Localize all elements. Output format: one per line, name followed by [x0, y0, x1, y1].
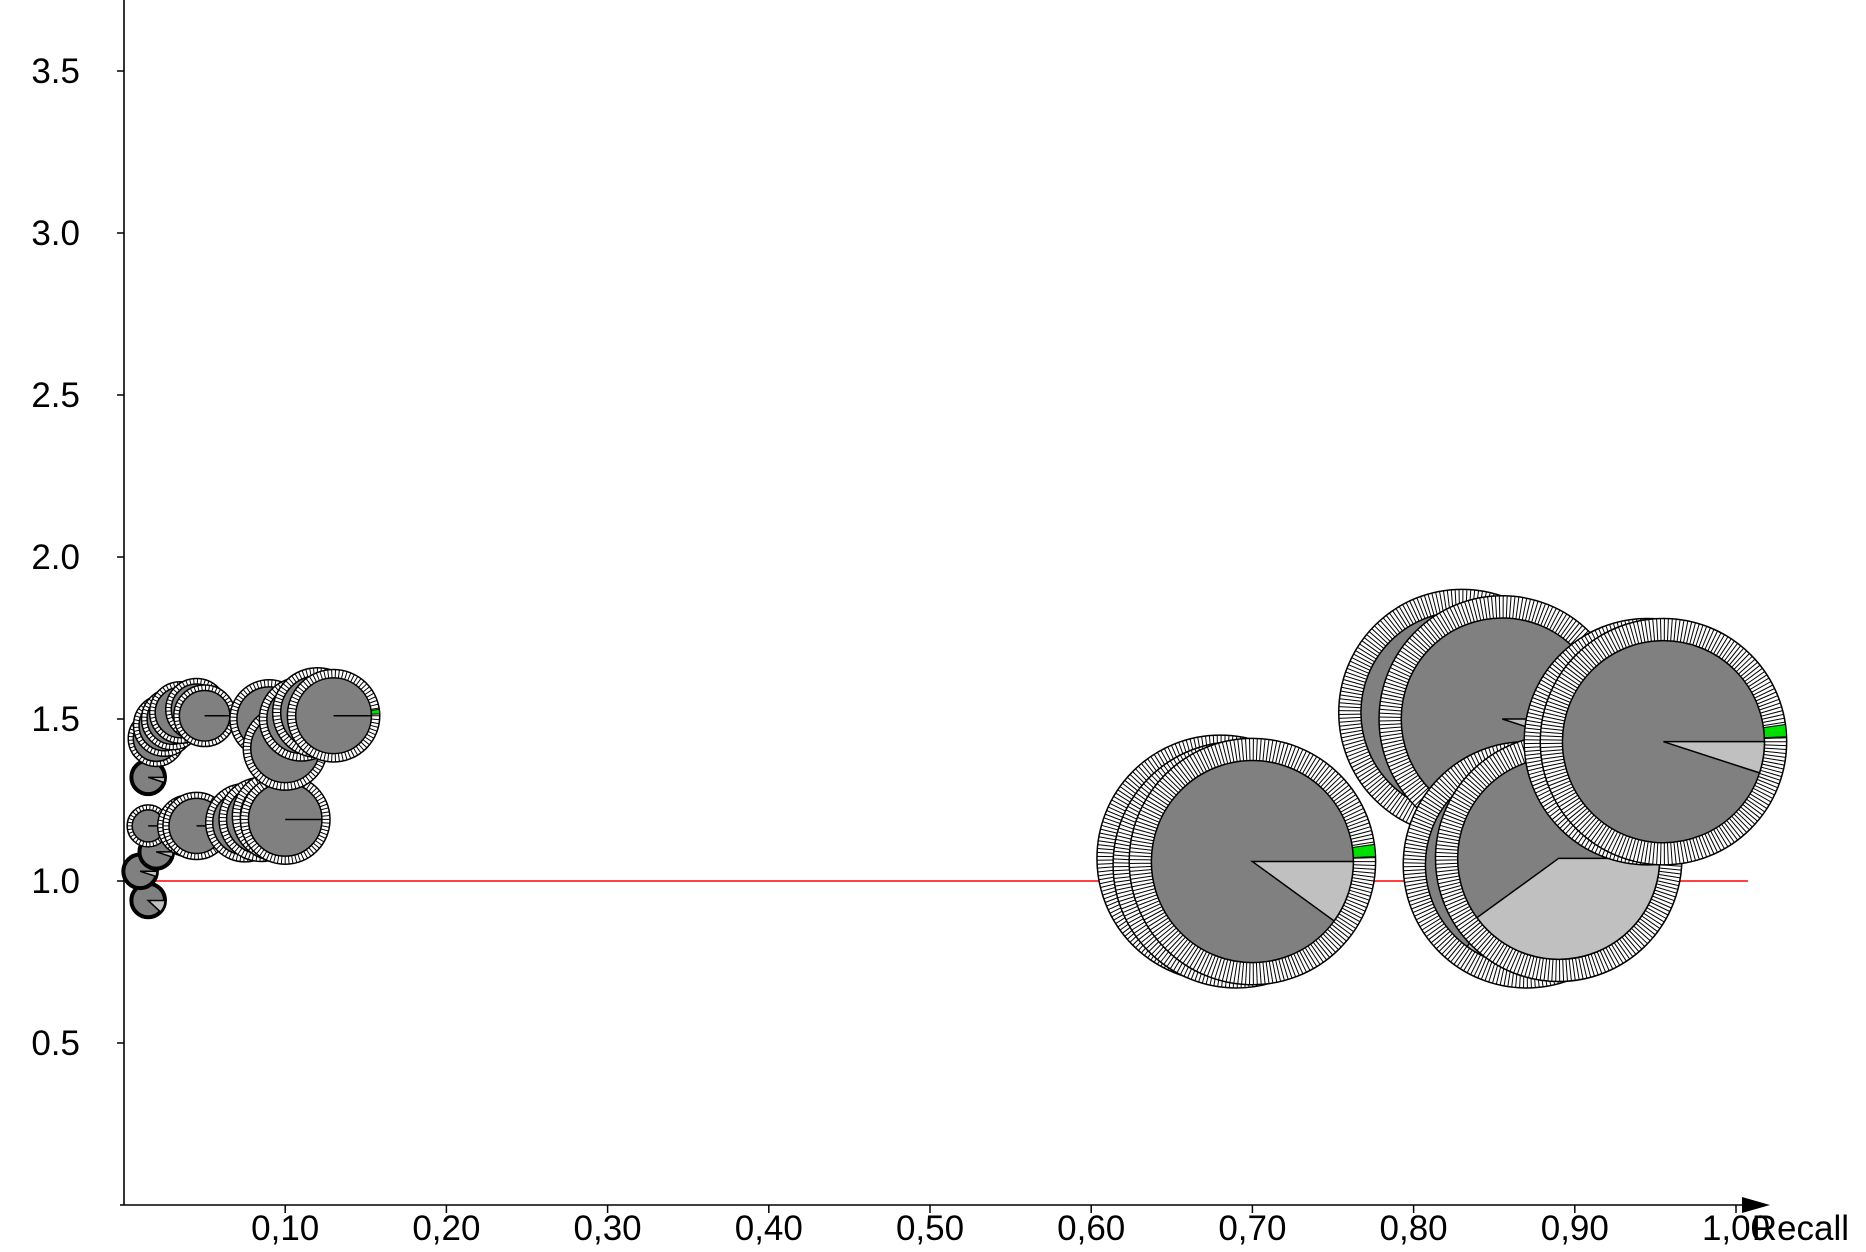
ticks: 0.5 1.0 1.5 2.0 2.5 3.0 3.5 0,10 0,20 0,30 0,40 0,5… [31, 52, 1770, 1248]
point-pie-slice [139, 870, 158, 878]
axes [120, 0, 1770, 1213]
x-tick-label: 0,10 [251, 1209, 319, 1248]
point-pie-slice [147, 776, 166, 784]
x-tick-label: 0,50 [896, 1209, 964, 1248]
x-tick-label: 0,90 [1541, 1209, 1609, 1248]
data-point [1539, 617, 1788, 866]
x-tick-label: 0,70 [1218, 1209, 1286, 1248]
point-pie-slice [1663, 740, 1766, 774]
x-axis-label: Recall [1752, 1209, 1849, 1248]
data-point [1128, 737, 1377, 986]
x-tick-label: 0,80 [1380, 1209, 1448, 1248]
data-point [286, 668, 381, 763]
y-tick-label: 1.0 [31, 862, 80, 901]
x-tick-label: 0,20 [412, 1209, 480, 1248]
data-point [129, 881, 167, 920]
point-ring-hatch [1540, 618, 1787, 865]
x-axis-arrowhead [1742, 1197, 1770, 1213]
y-tick-label: 3.0 [31, 214, 80, 253]
x-tick-label: 1,00 [1702, 1209, 1770, 1248]
x-tick-label: 0,30 [574, 1209, 642, 1248]
y-tick-label: 1.5 [31, 700, 80, 739]
point-pie-slice [1250, 860, 1355, 922]
y-tick-label: 2.0 [31, 538, 80, 577]
y-tick-label: 2.5 [31, 376, 80, 415]
point-pie-slice [146, 899, 166, 914]
point-ring-hatch [287, 669, 380, 762]
point-highlight [370, 708, 381, 715]
data-point [239, 773, 331, 865]
y-tick-label: 0.5 [31, 1024, 80, 1063]
y-tick-label: 3.5 [31, 52, 80, 91]
point-ring-hatch [1129, 738, 1376, 985]
data-point [173, 684, 237, 748]
x-tick-label: 0,40 [735, 1209, 803, 1248]
x-tick-label: 0,60 [1057, 1209, 1125, 1248]
data-points-layer [121, 588, 1788, 989]
point-pie-slice [1475, 857, 1661, 961]
